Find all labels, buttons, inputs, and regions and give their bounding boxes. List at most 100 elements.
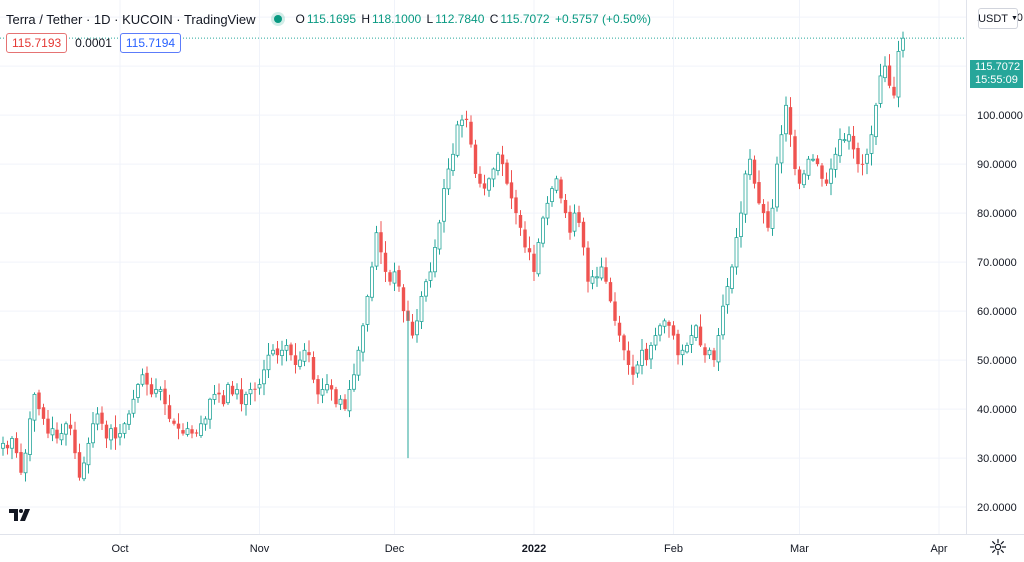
candle <box>428 262 433 288</box>
candle-body-up <box>109 428 113 441</box>
candle <box>613 292 617 326</box>
candle <box>847 126 851 150</box>
candle-body-up <box>496 153 500 171</box>
candle-body-up <box>10 438 14 449</box>
candle-body-up <box>869 134 874 154</box>
candle-body-up <box>734 237 739 268</box>
candle <box>203 416 208 431</box>
candle <box>487 177 491 197</box>
candle-body-up <box>865 153 869 164</box>
candle-body-down <box>230 385 235 395</box>
symbol-title[interactable]: Terra / Tether · 1D · KUCOIN · TradingVi… <box>6 11 256 27</box>
candle-body-up <box>248 389 253 395</box>
candle-body-down <box>608 282 613 302</box>
candle-body-down <box>617 322 622 336</box>
candle-body-down <box>401 287 406 312</box>
candle <box>473 139 478 179</box>
candle <box>316 375 320 404</box>
candle <box>865 148 869 175</box>
candle <box>532 244 536 281</box>
buy-price-button[interactable]: 115.7194 <box>119 33 182 53</box>
candle <box>374 225 379 271</box>
candle <box>572 204 577 237</box>
candle <box>5 440 10 455</box>
candle-body-down <box>388 272 392 282</box>
candle-body-up <box>829 168 833 184</box>
candle <box>725 277 730 314</box>
candle-body-down <box>343 399 347 410</box>
candle-body-up <box>136 384 140 398</box>
sell-price-button[interactable]: 115.7193 <box>6 33 68 53</box>
candle-body-down <box>217 392 221 395</box>
candle <box>604 257 608 284</box>
candle-body-down <box>505 162 509 184</box>
tradingview-logo-icon[interactable] <box>8 506 34 524</box>
time-tick-label: Oct <box>111 543 128 555</box>
candle-body-up <box>680 349 685 356</box>
candle <box>869 125 874 166</box>
currency-selector[interactable]: USDT ▼ <box>978 8 1018 29</box>
candle <box>775 156 779 212</box>
candle <box>392 262 397 291</box>
candle-body-up <box>743 173 748 215</box>
candle <box>815 155 820 167</box>
candle <box>770 199 775 236</box>
candle <box>289 342 293 361</box>
candle-body-up <box>262 369 266 385</box>
candle-body-down <box>379 232 383 253</box>
candle <box>14 432 19 458</box>
candle <box>1 436 5 456</box>
candle <box>779 125 784 174</box>
candle-body-down <box>626 350 631 365</box>
candle <box>721 294 725 340</box>
candle <box>343 394 347 411</box>
candle <box>595 266 599 287</box>
candle-body-down <box>856 147 860 165</box>
ohlc-values: O 115.1695 H 118.1000 L 112.7840 C 115.7072 … <box>296 12 654 26</box>
candle <box>253 382 257 402</box>
candle-body-down <box>500 154 505 165</box>
gear-icon[interactable] <box>989 538 1007 556</box>
candle <box>100 406 104 430</box>
candle-body-up <box>770 207 775 229</box>
candle <box>257 378 262 395</box>
candle-body-down <box>820 165 824 179</box>
price-tick-label: 100.0000 <box>977 110 1023 122</box>
candle <box>856 142 860 173</box>
candle-body-up <box>59 433 64 441</box>
candle <box>388 269 392 286</box>
candle-body-down <box>797 169 802 184</box>
candle-body-down <box>289 344 293 356</box>
candle-body-up <box>901 37 905 51</box>
candle <box>505 159 509 186</box>
candle-body-up <box>739 212 743 237</box>
candle-body-down <box>275 348 280 356</box>
candle <box>743 170 748 223</box>
candle-body-up <box>365 295 370 325</box>
candle-body-up <box>685 344 689 353</box>
candle-body-down <box>41 407 46 419</box>
candle-body-up <box>599 266 604 279</box>
candle <box>568 205 572 240</box>
time-tick-label: Mar <box>790 543 809 555</box>
candle <box>307 340 311 363</box>
candle-body-up <box>280 349 284 357</box>
candle-body-down <box>397 270 401 287</box>
candle <box>698 314 703 348</box>
candle-body-down <box>766 211 770 228</box>
candle <box>190 425 194 439</box>
market-status-dot[interactable] <box>273 15 282 23</box>
candle <box>419 291 424 330</box>
candle <box>302 343 307 367</box>
candle <box>325 374 329 394</box>
candle <box>766 201 770 232</box>
candle-body-down <box>383 252 388 272</box>
candle <box>797 166 802 190</box>
candle <box>73 421 77 459</box>
candle-body-up <box>302 349 307 362</box>
spread-value: 0.0001 <box>75 36 112 50</box>
candle-body-up <box>784 104 788 135</box>
candle <box>19 443 23 476</box>
candle <box>185 421 190 437</box>
